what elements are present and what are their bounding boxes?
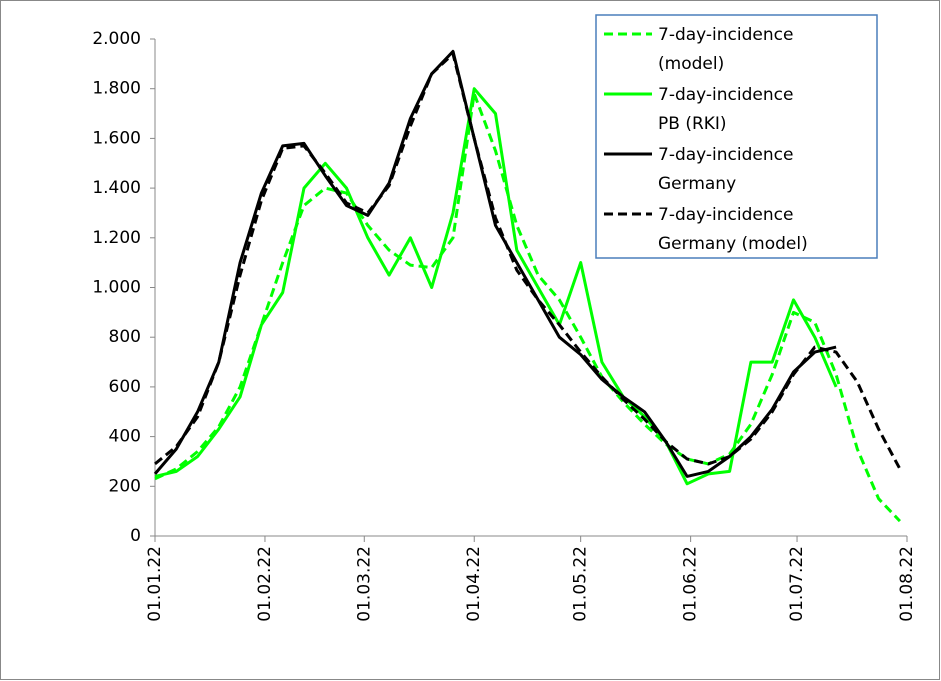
- x-tick-label: 01.05.22: [571, 546, 591, 622]
- y-tick-label: 800: [109, 327, 141, 347]
- x-tick-label: 01.02.22: [255, 546, 275, 622]
- legend-label: 7-day-incidence PB (RKI): [658, 85, 793, 134]
- y-tick-label: 1.400: [92, 178, 141, 198]
- x-tick-label: 01.06.22: [681, 546, 701, 622]
- x-tick-label: 01.08.22: [897, 546, 917, 622]
- series-line: [153, 49, 837, 478]
- y-tick-label: 1.800: [92, 79, 141, 99]
- legend-label-line: Germany (model): [658, 234, 808, 254]
- x-tick-label: 01.07.22: [787, 546, 807, 622]
- legend-label-line: Germany: [658, 174, 736, 194]
- series-line: [154, 52, 902, 470]
- y-tick-label: 1.600: [92, 128, 141, 148]
- legend-label-line: 7-day-incidence: [658, 85, 793, 105]
- x-tick-label: 01.03.22: [354, 546, 374, 622]
- legend-label-line: 7-day-incidence: [658, 145, 793, 165]
- y-tick-label: 0: [130, 526, 141, 546]
- y-tick-label: 1.000: [92, 278, 141, 298]
- legend-label-line: 7-day-incidence: [658, 25, 793, 45]
- legend-label-line: (model): [658, 54, 724, 74]
- x-tick-label: 01.04.22: [464, 546, 484, 622]
- y-tick-label: 1.200: [92, 228, 141, 248]
- series-line: [154, 92, 901, 523]
- y-tick-label: 600: [109, 377, 141, 397]
- series-line: [154, 87, 838, 486]
- legend-label: 7-day-incidence Germany (model): [658, 205, 808, 254]
- x-tick-label: 01.01.22: [145, 546, 165, 622]
- legend-label: 7-day-incidence (model): [658, 25, 793, 74]
- y-tick-label: 400: [109, 427, 141, 447]
- legend-label-line: PB (RKI): [658, 114, 727, 134]
- legend-box: [595, 14, 878, 259]
- y-tick-label: 2.000: [92, 29, 141, 49]
- legend-label-line: 7-day-incidence: [658, 205, 793, 225]
- legend-label: 7-day-incidence Germany: [658, 145, 793, 194]
- y-tick-label: 200: [109, 476, 141, 496]
